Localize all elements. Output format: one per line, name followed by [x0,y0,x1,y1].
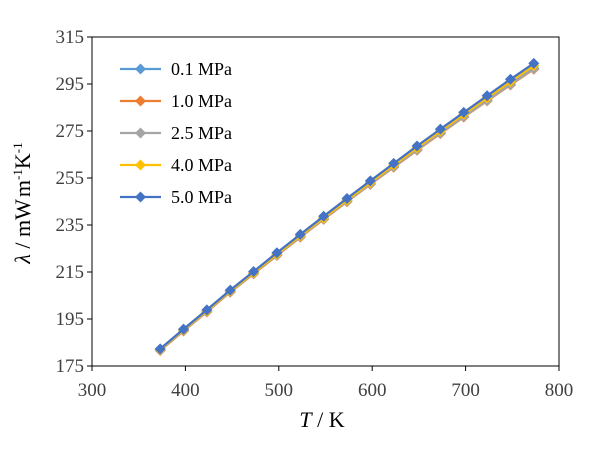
legend-label: 1.0 MPa [171,91,232,111]
data-point [178,323,190,335]
data-point [458,106,470,118]
plot-frame [91,36,560,367]
data-point [411,140,423,152]
legend: 0.1 MPa 1.0 MPa 2.5 MPa 4.0 MPa 5.0 MPa [120,59,232,207]
data-point [481,90,493,102]
x-tick-label: 800 [545,380,574,401]
data-point [271,247,283,259]
legend-item: 0.1 MPa [120,59,232,79]
legend-label: 2.5 MPa [171,123,232,143]
y-tick-label: 315 [56,27,85,48]
x-tick-label: 700 [451,380,480,401]
x-tick-label: 500 [265,380,294,401]
legend-label: 4.0 MPa [171,155,232,175]
legend-item: 1.0 MPa [120,91,232,111]
legend-item: 4.0 MPa [120,155,232,175]
series-layer [154,57,540,356]
legend-marker [135,63,146,75]
data-point [224,284,236,296]
y-tick-label: 295 [56,74,85,95]
y-tick-label: 235 [56,215,85,236]
data-point [364,175,376,187]
data-point [154,343,166,355]
y-tick-label: 175 [56,356,85,377]
data-point [248,266,260,278]
x-axis-title: T / K [299,407,344,432]
legend-marker [135,127,146,139]
data-point [294,228,306,240]
x-tick-label: 400 [171,380,200,401]
legend-marker [135,191,146,203]
y-tick-label: 215 [56,262,85,283]
data-point [528,57,540,69]
data-point [318,210,330,222]
legend-label: 0.1 MPa [171,59,232,79]
x-tick-label: 600 [358,380,387,401]
series-line [159,68,535,352]
y-tick-label: 195 [56,309,85,330]
series-5-0-mpa [154,57,540,355]
data-point [341,192,353,204]
y-axis-title: λ / mWm-1K-1 [10,142,35,264]
data-point [434,123,446,135]
y-tick-label: 255 [56,168,85,189]
legend-item: 5.0 MPa [120,187,232,207]
data-point [201,304,213,316]
y-tick-label: 275 [56,121,85,142]
legend-marker [135,159,146,171]
data-point [388,157,400,169]
legend-marker [135,95,146,107]
legend-item: 2.5 MPa [120,123,232,143]
x-tick-label: 300 [78,380,107,401]
axes: 175 195 215 235 255 275 295 315 300 400 500 600 700 8… [56,27,574,401]
legend-label: 5.0 MPa [171,187,232,207]
data-point [504,73,516,85]
